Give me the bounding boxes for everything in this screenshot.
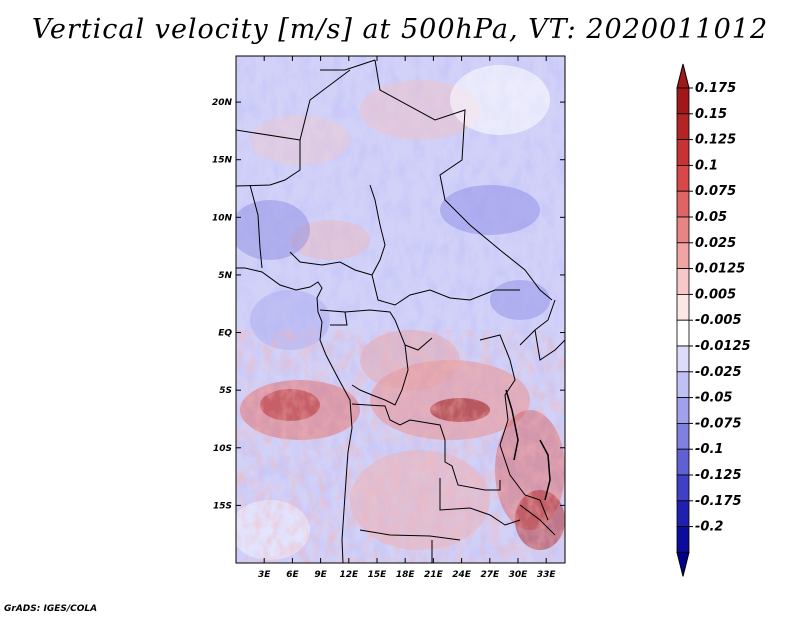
colorbar-swatch [676, 293, 690, 321]
y-tick-label: 10N [212, 213, 233, 223]
x-tick-label: 27E [480, 570, 500, 580]
x-tick-label: 9E [314, 570, 327, 580]
colorbar-label: 0.1 [695, 158, 718, 173]
colorbar-label: 0.175 [695, 81, 736, 96]
colorbar-swatch [676, 113, 690, 141]
y-tick-label: 10S [213, 444, 232, 454]
colorbar-label: -0.2 [695, 520, 723, 535]
colorbar-swatch [676, 268, 690, 295]
map-frame [235, 55, 566, 564]
colorbar-label: 0.005 [695, 287, 736, 302]
colorbar-label: -0.05 [695, 391, 732, 406]
colorbar-swatch [676, 319, 690, 347]
colorbar-swatch [676, 164, 690, 192]
colorbar-label: 0.125 [695, 133, 736, 148]
chart-title: Vertical velocity [m/s] at 500hPa, VT: 2… [31, 14, 769, 45]
colorbar-swatch [676, 371, 690, 398]
colorbar-top-arrow [676, 63, 690, 89]
colorbar-swatch [676, 216, 690, 244]
x-tick-label: 18E [396, 570, 416, 580]
grads-credit: GrADS: IGES/COLA [4, 604, 98, 614]
colorbar-label: 0.15 [695, 107, 727, 122]
colorbar-swatch [676, 87, 690, 115]
x-tick-label: 30E [509, 570, 529, 580]
x-tick-label: 33E [537, 570, 557, 580]
map-area [236, 56, 565, 563]
colorbar-label: -0.075 [695, 416, 742, 431]
colorbar-label: -0.125 [695, 468, 742, 483]
colorbar-bottom-arrow [676, 551, 690, 577]
y-tick-label: 20N [212, 98, 233, 108]
colorbar-label: -0.1 [695, 442, 723, 457]
colorbar-label: -0.0125 [695, 339, 751, 354]
y-tick-label: EQ [218, 329, 232, 339]
colorbar-swatch [676, 474, 690, 502]
y-tick-label: 5S [219, 386, 232, 396]
colorbar-label: -0.175 [695, 494, 742, 509]
colorbar-label: 0.075 [695, 184, 736, 199]
colorbar-label: 0.05 [695, 210, 727, 225]
colorbar-label: 0.0125 [695, 262, 745, 277]
colorbar-swatch [676, 190, 690, 218]
field-texture-red [236, 330, 565, 563]
x-tick-label: 21E [424, 570, 444, 580]
colorbar-label: -0.025 [695, 365, 742, 380]
colorbar-swatch [676, 448, 690, 476]
colorbar-label: -0.005 [695, 313, 742, 328]
x-tick-label: 6E [286, 570, 299, 580]
x-tick-label: 3E [258, 570, 271, 580]
axis-ticks: 3E 6E 9E 12E 15E 18E 21E 24E 27E 30E 33E 20N 15N 10N 5… [212, 56, 565, 580]
colorbar-swatch [676, 500, 690, 527]
country-borders [236, 59, 565, 563]
colorbar-label: 0.025 [695, 236, 736, 251]
y-tick-label: 5N [218, 271, 232, 281]
colorbar-swatch [676, 397, 690, 424]
x-tick-label: 12E [339, 570, 359, 580]
y-tick-label: 15S [213, 501, 232, 511]
y-tick-label: 15N [212, 156, 233, 166]
colorbar-swatch [676, 345, 690, 373]
colorbar-swatch [676, 139, 690, 166]
colorbar-swatch [676, 422, 690, 450]
colorbar-swatch [676, 526, 690, 553]
x-tick-label: 15E [368, 570, 388, 580]
x-tick-label: 24E [452, 570, 472, 580]
colorbar-swatch [676, 242, 690, 270]
colorbar: 0.175 0.15 0.125 0.1 0.075 0.05 0.025 0.0125 0.0… [676, 63, 751, 577]
